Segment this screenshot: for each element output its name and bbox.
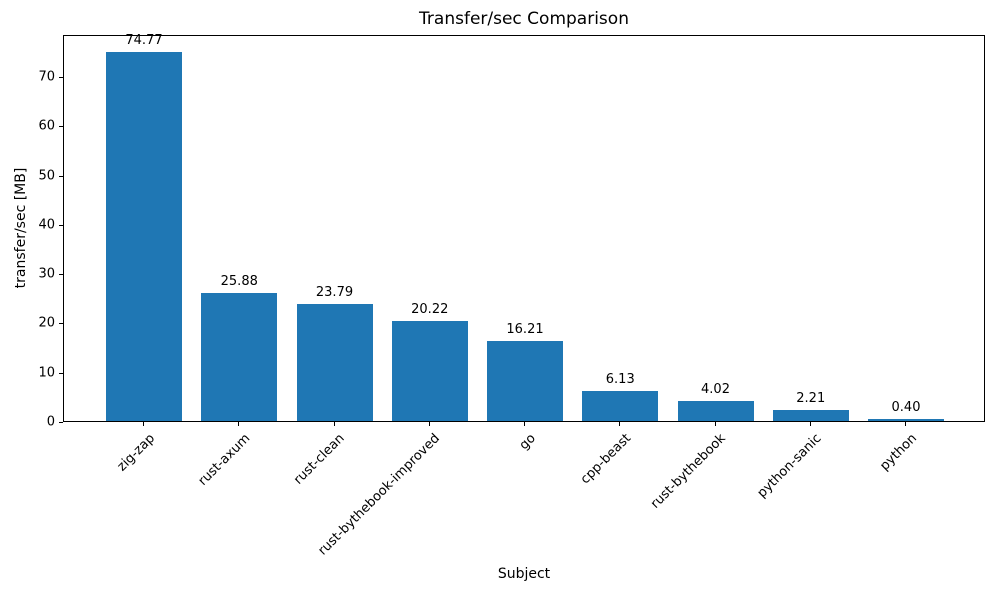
- y-tick-mark: [59, 126, 63, 128]
- x-tick-mark: [428, 422, 430, 426]
- x-tick-label: zig-zap: [114, 431, 158, 475]
- bar-value-label: 0.40: [891, 400, 921, 416]
- x-tick-mark: [238, 422, 240, 426]
- bar-go: [487, 341, 563, 421]
- y-tick-mark: [59, 323, 63, 325]
- x-tick-label: python-sanic: [754, 431, 825, 501]
- y-tick-mark: [59, 175, 63, 177]
- bar-python: [868, 419, 944, 421]
- bar-rust-bythebook-improved: [391, 321, 468, 421]
- bar-value-label: 25.88: [220, 274, 258, 290]
- y-tick-mark: [59, 224, 63, 226]
- bar-value-label: 74.77: [125, 33, 163, 49]
- bar-python-sanic: [772, 410, 849, 421]
- chart-title: Transfer/sec Comparison: [419, 9, 629, 29]
- bar-zig-zap: [106, 52, 182, 421]
- x-tick-label: python: [876, 431, 920, 474]
- y-tick-mark: [59, 76, 63, 78]
- x-tick-label: rust-clean: [291, 431, 349, 488]
- y-tick-label: 10: [38, 365, 55, 381]
- x-tick-label: go: [516, 431, 539, 454]
- y-tick-label: 40: [38, 217, 55, 233]
- bar-value-label: 4.02: [701, 382, 730, 398]
- y-tick-mark: [59, 422, 63, 423]
- x-tick-mark: [143, 422, 144, 426]
- y-tick-label: 50: [38, 168, 55, 183]
- x-axis-label: Subject: [497, 566, 551, 582]
- y-tick-mark: [59, 372, 63, 374]
- x-tick-mark: [809, 422, 811, 426]
- y-tick-label: 60: [38, 118, 55, 134]
- bar-value-label: 20.22: [411, 302, 449, 318]
- x-tick-mark: [619, 422, 621, 426]
- y-tick-label: 20: [38, 315, 55, 331]
- x-tick-mark: [333, 422, 335, 426]
- bar-cpp-beast: [582, 390, 659, 421]
- x-tick-mark: [524, 422, 525, 426]
- bar-value-label: 16.21: [506, 322, 544, 338]
- bar-value-label: 2.21: [796, 391, 826, 407]
- x-tick-mark: [714, 422, 716, 426]
- x-tick-mark: [905, 422, 906, 426]
- y-axis-label: transfer/sec [MB]: [13, 167, 29, 289]
- y-tick-label: 0: [46, 414, 55, 430]
- bar-value-label: 6.13: [605, 371, 635, 387]
- plot-area: 74.77 25.88 23.79 20.22 16.21 6.13 4.02 2.21 0.4…: [63, 33, 985, 422]
- x-tick-label: cpp-beast: [577, 431, 634, 488]
- x-tick-label: rust-axum: [195, 431, 253, 489]
- y-tick-mark: [59, 274, 63, 276]
- y-tick-label: 30: [38, 266, 55, 282]
- bar-rust-clean: [296, 303, 373, 421]
- bar-value-label: 23.79: [315, 284, 354, 300]
- bar-rust-axum: [201, 293, 278, 421]
- y-tick-label: 70: [38, 69, 55, 85]
- bar-rust-bythebook: [677, 401, 754, 421]
- x-tick-label: rust-bythebook: [648, 431, 730, 512]
